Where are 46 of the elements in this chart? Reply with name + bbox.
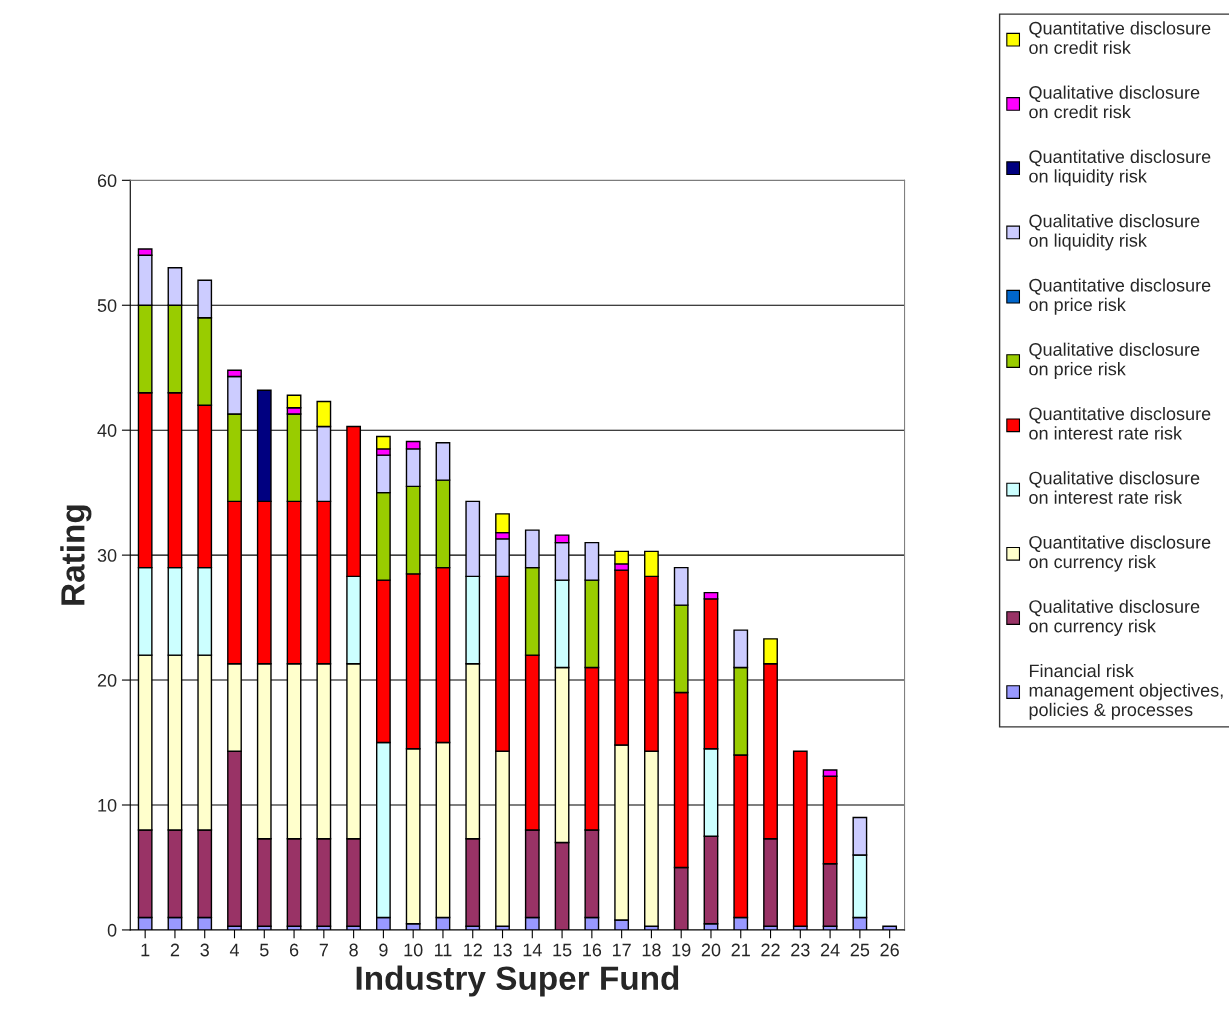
legend-label: Quantitative disclosure on interest rate risk	[1029, 406, 1211, 440]
x-tick-label: 25	[850, 943, 870, 957]
x-tick-label: 16	[583, 943, 602, 957]
legend-label: Qualitative disclosure on liquidity risk	[1029, 214, 1200, 251]
x-tick-label: 3	[200, 943, 209, 957]
x-tick-label: 6	[289, 943, 299, 957]
x-tick-label: 7	[319, 943, 328, 957]
x-tick-label: 5	[259, 943, 269, 957]
y-tick-label: 20	[97, 674, 117, 687]
legend-label: Quantitative disclosure on credit risk	[1029, 21, 1211, 55]
x-tick-label: 1	[141, 943, 150, 957]
legend-label: Quantitative disclosure on price risk	[1029, 278, 1211, 315]
x-tick-label: 22	[761, 943, 780, 957]
x-tick-label: 24	[820, 943, 840, 957]
x-tick-label: 17	[612, 943, 631, 957]
y-tick-label: 0	[107, 923, 117, 937]
legend-label: Quantitative disclosure on currency risk	[1029, 535, 1211, 572]
y-tick-label: 60	[97, 174, 117, 188]
x-tick-label: 11	[434, 943, 452, 957]
x-tick-label: 23	[791, 943, 810, 957]
y-tick-label: 40	[97, 424, 117, 437]
x-tick-label: 18	[642, 943, 661, 957]
x-tick-label: 19	[672, 943, 691, 957]
x-axis-title: Industry Super Fund	[356, 965, 679, 997]
legend-label: Qualitative disclosure on currency risk	[1029, 599, 1200, 636]
legend-label: Qualitative disclosure on interest rate risk	[1029, 471, 1200, 504]
x-tick-label: 15	[553, 943, 572, 957]
legend-label: Qualitative disclosure on credit risk	[1029, 85, 1200, 119]
x-tick-label: 4	[229, 943, 239, 957]
legend-label: Qualitative disclosure on price risk	[1029, 342, 1200, 379]
x-tick-label: 8	[349, 943, 358, 957]
y-tick-label: 10	[98, 798, 117, 812]
x-tick-label: 14	[523, 943, 542, 957]
x-tick-label: 21	[731, 943, 750, 957]
x-tick-label: 26	[880, 943, 899, 957]
x-tick-label: 2	[170, 943, 180, 957]
x-tick-label: 9	[379, 943, 388, 957]
y-tick-label: 50	[97, 299, 117, 312]
legend-label: Financial risk management objectives, policies & processes	[1029, 663, 1223, 720]
x-tick-label: 12	[464, 943, 482, 957]
x-tick-label: 20	[701, 943, 721, 957]
y-axis-title: Rating	[60, 505, 92, 605]
y-tick-label: 30	[97, 549, 117, 562]
legend-label: Quantitative disclosure on liquidity risk	[1029, 149, 1211, 187]
x-tick-label: 10	[404, 943, 423, 957]
x-tick-label: 13	[493, 943, 512, 957]
